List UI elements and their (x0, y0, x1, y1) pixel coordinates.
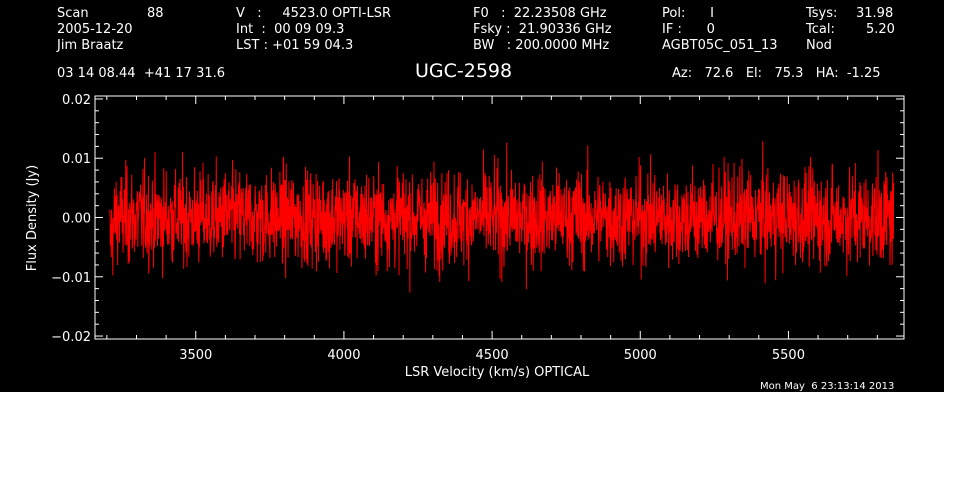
tcal-value: 5.20 (866, 22, 895, 37)
x-tick-label: 4500 (476, 348, 509, 363)
scan-value: 88 (147, 6, 164, 21)
x-tick-label: 5500 (772, 348, 805, 363)
scan-label: Scan (57, 6, 89, 21)
source-coordinates: 03 14 08.44 +41 17 31.6 (57, 66, 226, 81)
tsys-value: 31.98 (856, 6, 894, 21)
az-el-ha: Az: 72.6 El: 75.3 HA: -1.25 (672, 66, 881, 81)
x-tick-label: 3500 (179, 348, 212, 363)
obs-date: 2005-12-20 (57, 22, 133, 37)
project-id: AGBT05C_051_13 (662, 38, 778, 53)
integration-line: Int : 00 09 09.3 (236, 22, 345, 37)
x-axis: 3500 4000 4500 5000 5500 (106, 96, 878, 363)
x-tick-label: 5000 (624, 348, 657, 363)
x-tick-label: 4000 (327, 348, 360, 363)
y-tick-label: 0.01 (62, 152, 91, 167)
y-tick-label: 0.00 (62, 212, 91, 227)
y-tick-label: −0.01 (51, 271, 91, 286)
render-timestamp: Mon May 6 23:13:14 2013 (760, 381, 895, 392)
chart-title: UGC-2598 (415, 60, 513, 82)
spectrum-plot: 3500 4000 4500 5000 5500 −0.02 −0.01 0.00 0.01 0… (25, 93, 905, 380)
lst-line: LST : +01 59 04.3 (236, 38, 354, 53)
observing-mode: Nod (806, 38, 832, 53)
spectrum-series-line (109, 141, 895, 293)
observer: Jim Braatz (57, 38, 124, 53)
y-tick-label: 0.02 (62, 93, 91, 108)
bandwidth-line: BW : 200.0000 MHz (473, 38, 610, 53)
fsky-line: Fsky : 21.90336 GHz (473, 22, 612, 37)
y-axis: −0.02 −0.01 0.00 0.01 0.02 (51, 93, 904, 345)
tsys-label: Tsys: (806, 6, 838, 21)
y-axis-label: Flux Density (Jy) (25, 165, 40, 271)
spectrum-trace-layer (109, 141, 895, 293)
velocity-line: V : 4523.0 OPTI-LSR (236, 6, 392, 21)
tcal-label: Tcal: (806, 22, 835, 37)
x-axis-label: LSR Velocity (km/s) OPTICAL (405, 365, 590, 380)
if-line: IF : 0 (662, 22, 715, 37)
spectrum-panel: Scan 88 2005-12-20 Jim Braatz 03 14 08.4… (0, 0, 944, 392)
f0-line: F0 : 22.23508 GHz (473, 6, 607, 21)
y-tick-label: −0.02 (51, 330, 91, 345)
polarization-line: Pol: I (662, 6, 714, 21)
